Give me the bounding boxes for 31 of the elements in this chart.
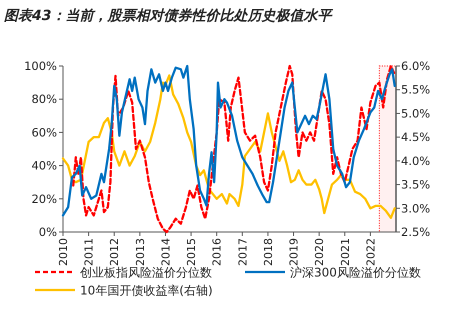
x-tick-label: 2011 [82,238,96,266]
x-tick-label: 2012 [108,238,122,266]
x-tick-label: 2019 [288,238,301,266]
x-tick-label: 2020 [313,238,326,266]
x-tick-label: 2018 [262,238,275,266]
chart-title: 图表43：当前，股票相对债券性价比处历史极值水平 [4,8,334,24]
y-tick-label: 20% [31,192,58,206]
y2-tick-label: 5.0% [401,106,430,120]
legend-label: 沪深300风险溢价分位数 [290,266,421,280]
y-tick-label: 0% [38,225,58,239]
x-tick-label: 2013 [134,238,147,266]
y-tick-label: 100% [24,59,58,73]
x-tick-label: 2015 [185,238,198,266]
x-tick-label: 2014 [159,238,172,266]
y2-tick-label: 6.0% [401,59,430,73]
x-tick-label: 2022 [364,238,378,266]
y2-tick-label: 2.5% [401,225,430,239]
y2-tick-label: 4.5% [401,130,430,144]
y-tick-label: 40% [31,158,58,173]
x-tick-label: 2017 [236,238,250,266]
y2-tick-label: 4.0% [401,154,430,168]
x-tick-label: 2010 [57,238,70,266]
x-tick-label: 2021 [338,238,352,266]
x-tick-label: 2016 [210,238,224,266]
legend-label: 10年国开债收益率(右轴) [80,284,213,298]
y2-tick-label: 5.5% [401,82,430,97]
y2-tick-label: 3.5% [401,178,430,192]
y-tick-label: 80% [31,92,58,106]
y2-tick-label: 3.0% [401,201,430,216]
legend-label: 创业板指风险溢价分位数 [80,266,212,280]
y-tick-label: 60% [31,125,58,140]
